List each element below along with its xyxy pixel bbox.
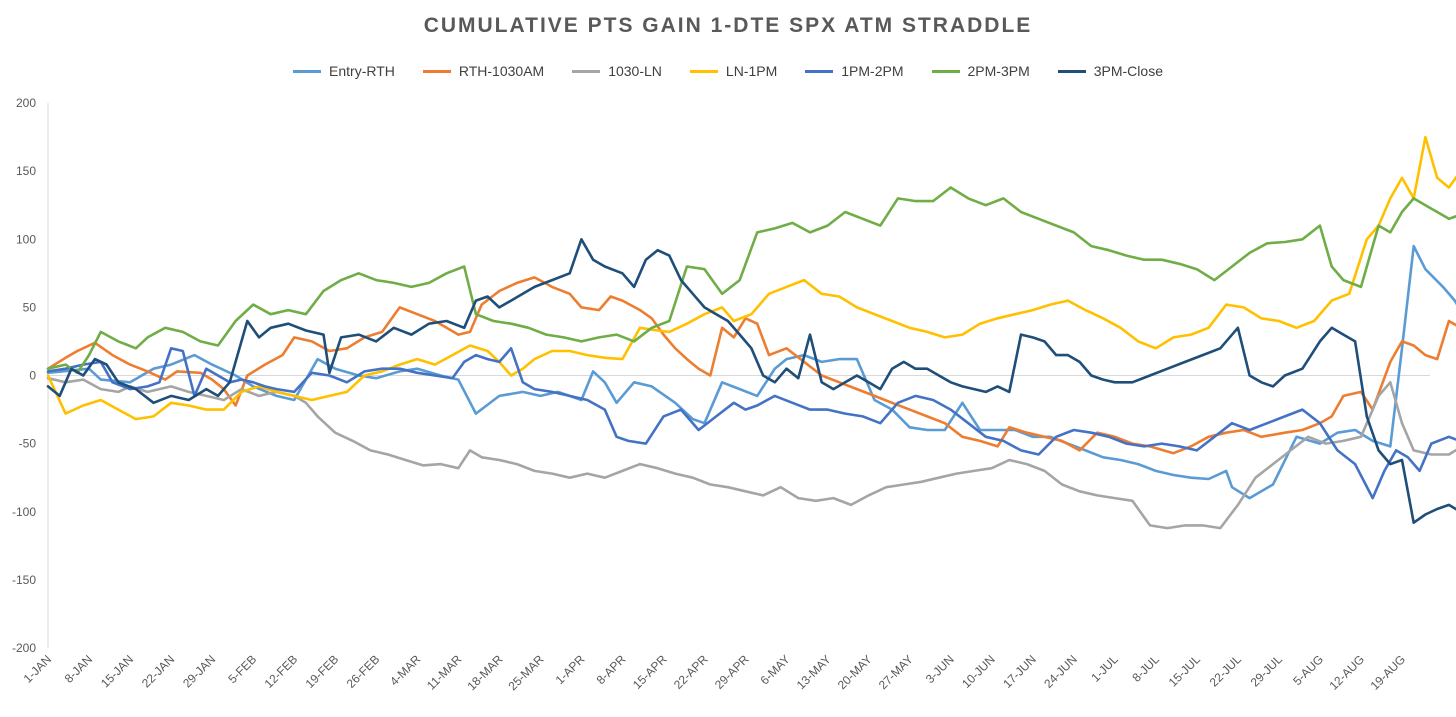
y-tick-label: 50 <box>23 300 37 314</box>
legend-swatch <box>1057 69 1086 73</box>
x-tick-label: 12-FEB <box>262 652 301 691</box>
x-tick-label: 1-JAN <box>21 652 54 685</box>
x-tick-label: 17-JUN <box>1000 652 1039 691</box>
series-line-ln-1pm <box>46 135 1456 421</box>
x-tick-label: 8-JUL <box>1129 652 1162 685</box>
y-tick-label: -50 <box>19 437 37 451</box>
y-tick-label: -200 <box>12 641 36 655</box>
y-tick-label: 100 <box>16 232 36 246</box>
x-tick-label: 22-JUL <box>1207 652 1244 689</box>
x-tick-label: 11-MAR <box>424 652 465 693</box>
x-tick-label: 6-MAY <box>757 652 792 687</box>
legend-label: 3PM-Close <box>1093 63 1163 79</box>
x-tick-label: 22-JAN <box>139 652 177 690</box>
y-tick-label: 150 <box>16 164 36 178</box>
series-line-1030-ln <box>46 376 1456 530</box>
x-tick-label: 8-JAN <box>62 652 95 685</box>
y-tick-label: -100 <box>12 505 36 519</box>
x-tick-label: 29-JUL <box>1248 652 1285 689</box>
legend-label: LN-1PM <box>725 63 778 79</box>
legend-swatch <box>805 69 834 73</box>
x-tick-label: 22-APR <box>671 652 711 692</box>
x-tick-label: 19-AUG <box>1368 652 1409 693</box>
legend-label: 1PM-2PM <box>841 63 904 79</box>
x-tick-label: 18-MAR <box>464 652 505 693</box>
x-tick-label: 19-FEB <box>303 652 342 691</box>
x-tick-label: 15-APR <box>630 652 670 692</box>
x-tick-label: 8-APR <box>594 652 629 687</box>
x-tick-label: 20-MAY <box>835 652 875 692</box>
legend-label: RTH-1030AM <box>458 63 545 79</box>
x-tick-label: 4-MAR <box>387 652 424 689</box>
legend-item: 1030-LN <box>572 63 662 79</box>
legend-label: Entry-RTH <box>329 63 395 79</box>
series-line-entry-rth <box>46 244 1456 500</box>
x-tick-label: 3-JUN <box>923 652 957 686</box>
x-tick-label: 10-JUN <box>959 652 998 691</box>
x-tick-label: 15-JUL <box>1166 652 1203 689</box>
chart-legend: Entry-RTH RTH-1030AM 1030-LN LN-1PM 1PM-2PM 2… <box>0 60 1456 82</box>
x-tick-label: 5-AUG <box>1290 652 1326 688</box>
x-tick-label: 25-MAR <box>505 652 546 693</box>
chart-title: CUMULATIVE PTS GAIN 1-DTE SPX ATM STRADD… <box>423 14 1033 37</box>
legend-label: 1030-LN <box>608 63 662 79</box>
legend-item: 3PM-Close <box>1057 63 1163 79</box>
x-tick-label: 29-JAN <box>180 652 218 690</box>
legend-swatch <box>422 69 451 73</box>
series-line-2pm-3pm <box>46 186 1456 375</box>
x-tick-label: 29-APR <box>712 652 752 692</box>
x-tick-label: 24-JUN <box>1041 652 1080 691</box>
x-tick-label: 1-JUL <box>1088 652 1121 685</box>
x-tick-label: 12-AUG <box>1327 652 1368 693</box>
legend-swatch <box>931 69 960 73</box>
y-tick-label: 200 <box>16 96 36 110</box>
y-tick-label: 0 <box>29 369 36 383</box>
x-tick-label: 15-JAN <box>98 652 136 690</box>
series-line-rth-1030am <box>46 276 1456 455</box>
legend-item: 1PM-2PM <box>805 63 904 79</box>
x-tick-label: 27-MAY <box>876 652 916 692</box>
legend-swatch <box>293 69 322 73</box>
x-tick-label: 5-FEB <box>225 652 259 686</box>
legend-item: Entry-RTH <box>293 63 395 79</box>
y-tick-label: -150 <box>12 573 36 587</box>
x-tick-label: 26-FEB <box>344 652 383 691</box>
x-tick-label: 13-MAY <box>794 652 834 692</box>
legend-swatch <box>689 69 718 73</box>
series-line-3pm-close <box>46 238 1456 524</box>
legend-label: 2PM-3PM <box>967 63 1030 79</box>
legend-swatch <box>572 69 601 73</box>
legend-item: RTH-1030AM <box>422 63 545 79</box>
x-tick-label: 1-APR <box>553 652 588 687</box>
series-line-1pm-2pm <box>46 347 1456 500</box>
legend-item: LN-1PM <box>689 63 778 79</box>
legend-item: 2PM-3PM <box>931 63 1030 79</box>
